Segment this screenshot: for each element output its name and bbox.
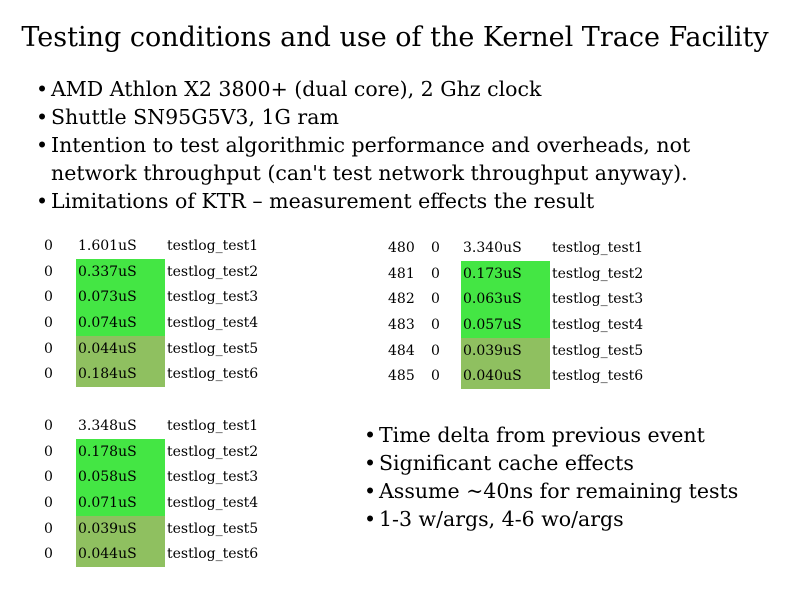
cpu-id: 0 bbox=[44, 314, 53, 331]
table-row: 0 0.073uS testlog_test3 bbox=[36, 284, 267, 311]
time-delta: 1.601uS bbox=[76, 233, 165, 259]
event-index: 480 bbox=[388, 239, 415, 256]
time-delta: 0.057uS bbox=[461, 312, 550, 338]
test-name: testlog_test5 bbox=[552, 342, 644, 359]
cpu-id: 0 bbox=[44, 289, 53, 306]
cpu-id: 0 bbox=[44, 237, 53, 254]
hardware-bullet-list: AMD Athlon X2 3800+ (dual core), 2 Ghz c… bbox=[36, 75, 736, 215]
table-row: 0 0.178uS testlog_test2 bbox=[36, 438, 267, 465]
table-row: 484 0 0.039uS testlog_test5 bbox=[388, 337, 652, 364]
table-row: 0 0.058uS testlog_test3 bbox=[36, 464, 267, 491]
table-row: 0 0.071uS testlog_test4 bbox=[36, 490, 267, 516]
test-name: testlog_test3 bbox=[167, 469, 259, 486]
test-name: testlog_test6 bbox=[167, 546, 259, 563]
time-delta: 0.184uS bbox=[76, 361, 165, 388]
bullet-intention-continued: network throughput (can't test network t… bbox=[51, 161, 688, 185]
bullet-args: 1-3 w/args, 4-6 wo/args bbox=[364, 505, 784, 533]
cpu-id: 0 bbox=[44, 443, 53, 460]
event-index: 483 bbox=[388, 316, 415, 333]
test-name: testlog_test5 bbox=[167, 520, 259, 537]
test-name: testlog_test1 bbox=[552, 239, 644, 256]
time-delta: 0.074uS bbox=[76, 310, 165, 336]
time-delta: 0.039uS bbox=[461, 337, 550, 364]
cpu-id: 0 bbox=[431, 265, 440, 282]
time-delta: 0.337uS bbox=[76, 258, 165, 285]
time-delta: 0.073uS bbox=[76, 284, 165, 311]
time-delta: 0.063uS bbox=[461, 286, 550, 313]
table-row: 0 1.601uS testlog_test1 bbox=[36, 233, 267, 259]
cpu-id: 0 bbox=[44, 494, 53, 511]
test-name: testlog_test4 bbox=[552, 316, 644, 333]
cpu-id: 0 bbox=[44, 366, 53, 383]
table-row: 0 3.348uS testlog_test1 bbox=[36, 413, 267, 439]
time-delta: 3.348uS bbox=[76, 413, 165, 439]
table-row: 482 0 0.063uS testlog_test3 bbox=[388, 286, 652, 313]
test-name: testlog_test5 bbox=[167, 340, 259, 357]
test-name: testlog_test2 bbox=[167, 263, 259, 280]
table-row: 485 0 0.040uS testlog_test6 bbox=[388, 363, 652, 390]
table-row: 481 0 0.173uS testlog_test2 bbox=[388, 260, 652, 287]
test-name: testlog_test6 bbox=[552, 368, 644, 385]
test-name: testlog_test3 bbox=[552, 291, 644, 308]
bullet-cpu: AMD Athlon X2 3800+ (dual core), 2 Ghz c… bbox=[36, 75, 736, 103]
bullet-time-delta: Time delta from previous event bbox=[364, 421, 784, 449]
cpu-id: 0 bbox=[431, 239, 440, 256]
cpu-id: 0 bbox=[431, 368, 440, 385]
event-index: 484 bbox=[388, 342, 415, 359]
event-index: 485 bbox=[388, 368, 415, 385]
time-delta: 0.044uS bbox=[76, 335, 165, 362]
time-delta: 0.173uS bbox=[461, 260, 550, 287]
time-delta: 0.044uS bbox=[76, 541, 165, 568]
trace-table-3: 480 0 3.340uS testlog_test1 481 0 0.173uS testl… bbox=[388, 235, 652, 390]
bullet-intention: Intention to test algorithmic performanc… bbox=[36, 131, 736, 159]
test-name: testlog_test4 bbox=[167, 314, 259, 331]
cpu-id: 0 bbox=[431, 291, 440, 308]
test-name: testlog_test3 bbox=[167, 289, 259, 306]
bullet-cache-effects: Significant cache effects bbox=[364, 449, 784, 477]
notes-bullet-list: Time delta from previous event Significa… bbox=[364, 421, 784, 533]
cpu-id: 0 bbox=[44, 546, 53, 563]
time-delta: 0.058uS bbox=[76, 464, 165, 491]
cpu-id: 0 bbox=[44, 263, 53, 280]
table-row: 0 0.044uS testlog_test5 bbox=[36, 335, 267, 362]
test-name: testlog_test4 bbox=[167, 494, 259, 511]
cpu-id: 0 bbox=[44, 417, 53, 434]
table-row: 0 0.039uS testlog_test5 bbox=[36, 515, 267, 542]
test-name: testlog_test6 bbox=[167, 366, 259, 383]
cpu-id: 0 bbox=[431, 316, 440, 333]
table-row: 483 0 0.057uS testlog_test4 bbox=[388, 312, 652, 338]
time-delta: 0.040uS bbox=[461, 363, 550, 390]
table-row: 0 0.337uS testlog_test2 bbox=[36, 258, 267, 285]
test-name: testlog_test1 bbox=[167, 237, 259, 254]
table-row: 0 0.184uS testlog_test6 bbox=[36, 361, 267, 388]
cpu-id: 0 bbox=[44, 520, 53, 537]
table-row: 0 0.074uS testlog_test4 bbox=[36, 310, 267, 336]
time-delta: 3.340uS bbox=[461, 235, 550, 261]
table-row: 0 0.044uS testlog_test6 bbox=[36, 541, 267, 568]
cpu-id: 0 bbox=[44, 469, 53, 486]
trace-table-2: 0 3.348uS testlog_test1 0 0.178uS testlog_tes… bbox=[36, 413, 267, 568]
time-delta: 0.178uS bbox=[76, 438, 165, 465]
slide-title: Testing conditions and use of the Kernel… bbox=[21, 22, 769, 53]
bullet-machine: Shuttle SN95G5V3, 1G ram bbox=[36, 103, 736, 131]
trace-table-1: 0 1.601uS testlog_test1 0 0.337uS testlog_tes… bbox=[36, 233, 267, 388]
bullet-limitations: Limitations of KTR – measurement effects… bbox=[36, 187, 736, 215]
event-index: 482 bbox=[388, 291, 415, 308]
bullet-assume-40ns: Assume ~40ns for remaining tests bbox=[364, 477, 784, 505]
test-name: testlog_test2 bbox=[552, 265, 644, 282]
time-delta: 0.071uS bbox=[76, 490, 165, 516]
table-row: 480 0 3.340uS testlog_test1 bbox=[388, 235, 652, 261]
event-index: 481 bbox=[388, 265, 415, 282]
time-delta: 0.039uS bbox=[76, 515, 165, 542]
cpu-id: 0 bbox=[431, 342, 440, 359]
test-name: testlog_test1 bbox=[167, 417, 259, 434]
cpu-id: 0 bbox=[44, 340, 53, 357]
test-name: testlog_test2 bbox=[167, 443, 259, 460]
